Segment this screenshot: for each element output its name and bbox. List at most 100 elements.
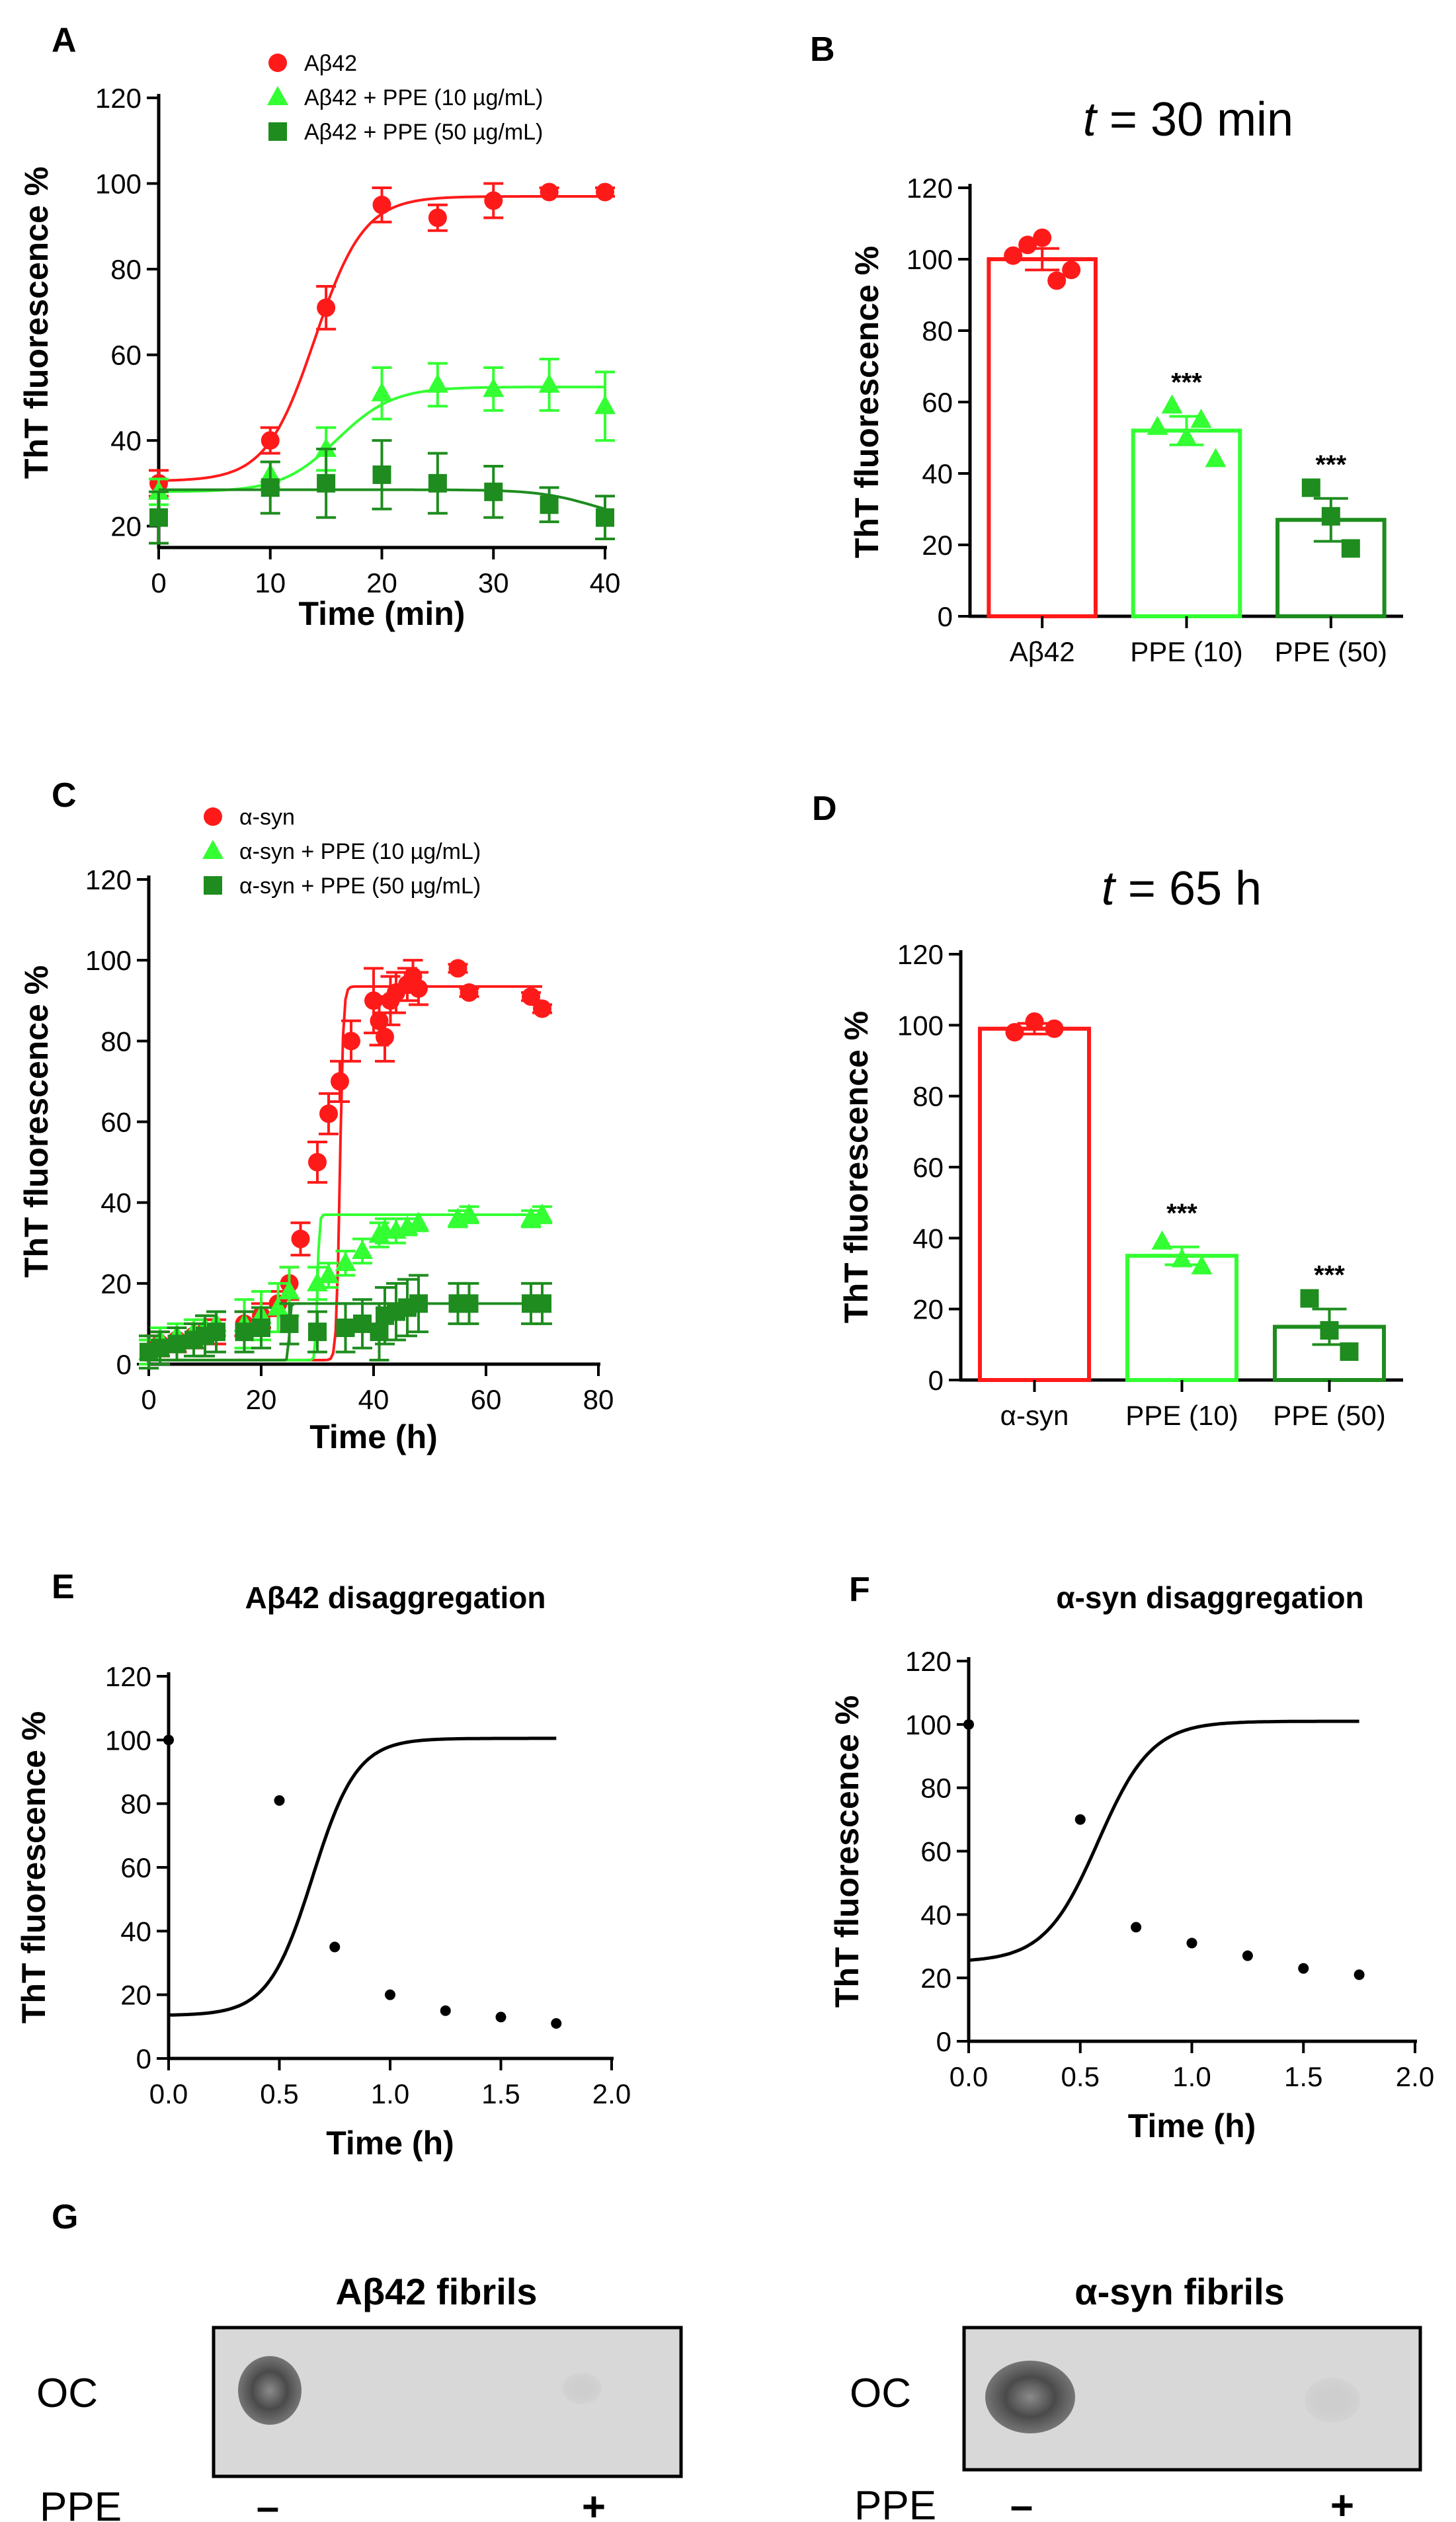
panel-c-x-tick-label: 80 (583, 1384, 614, 1415)
panel-b-y-axis-label: ThT fluorescence % (848, 246, 885, 558)
panel-a-data-point (483, 378, 505, 397)
panel-b-category-label: PPE (10) (1130, 636, 1242, 667)
panel-f-y-tick-label: 60 (920, 1836, 951, 1867)
panel-b-replicate-point (1301, 478, 1320, 497)
panel-b-replicate-point (1062, 261, 1081, 280)
panel-b-y-tick-label: 0 (938, 601, 953, 632)
panel-c-data-point (252, 1319, 270, 1338)
panel-c-legend-marker (202, 840, 223, 859)
panel-a-data-point (315, 438, 337, 458)
panel-c-label: C (52, 776, 77, 815)
panel-g-label: G (52, 2198, 78, 2236)
panel-a-data-point (317, 473, 336, 493)
panel-e-data-point (385, 1989, 395, 2000)
panel-f-y-tick-label: 40 (920, 1899, 951, 1930)
panel-a-data-point (594, 395, 616, 415)
panel-c-data-point (336, 1319, 355, 1338)
panel-b-y-tick-label: 20 (922, 530, 953, 561)
panel-e-x-tick-label: 0.5 (260, 2078, 298, 2109)
panel-g-dot-blots: G Aβ42 fibrils OC PPE – + α-syn fibrils … (36, 2198, 1422, 2522)
panel-d-category-label: α-syn (1000, 1400, 1069, 1431)
panel-a-data-point (261, 431, 280, 450)
panel-c-data-point (308, 1153, 327, 1172)
panel-a-data-point (484, 191, 503, 210)
panel-d-title: t = 65 h (1102, 862, 1262, 915)
panel-b-y-tick-label: 40 (922, 458, 953, 489)
panel-f-y-tick-label: 20 (920, 1963, 951, 1994)
blot-right-row-label: OC (850, 2371, 911, 2416)
panel-d-y-tick-label: 0 (928, 1365, 944, 1396)
panel-a-data-point (149, 508, 168, 527)
panel-c-data-point (532, 1203, 553, 1223)
panel-c-data-point (291, 1229, 310, 1248)
panel-e-y-axis-label: ThT fluorescence % (15, 1711, 52, 2023)
panel-a-y-tick-label: 80 (110, 254, 142, 285)
panel-c-x-tick-label: 20 (246, 1384, 277, 1415)
panel-a-data-point (428, 208, 447, 227)
panel-f-y-tick-label: 100 (905, 1709, 951, 1740)
panel-a-data-point (372, 195, 391, 214)
panel-f-x-tick-label: 2.0 (1396, 2061, 1434, 2092)
panel-b-title: t = 30 min (1083, 93, 1293, 146)
panel-b-replicate-point (1190, 409, 1212, 428)
panel-c-y-axis-label: ThT fluorescence % (18, 965, 55, 1278)
panel-c-data-point (448, 959, 467, 978)
panel-e-data-point (440, 2005, 451, 2016)
panel-c-data-point (342, 1032, 360, 1051)
panel-a-chart: A 20 40 60 80 100 120 0 10 20 30 40 Time (min) ThT fl… (18, 21, 620, 632)
panel-d-chart: Dt = 65 h 0 20 40 60 80 100 120 ThT fluorescence… (812, 790, 1403, 1431)
panel-e-data-point (274, 1795, 285, 1806)
panel-b-replicate-point (1018, 235, 1037, 255)
panel-d-replicate-point (1151, 1230, 1173, 1250)
panel-e-y-tick-label: 40 (120, 1916, 151, 1947)
panel-a-data-point (428, 473, 447, 493)
blot-right-ppe-label: PPE (854, 2483, 936, 2522)
panel-c-data-point (280, 1314, 299, 1333)
panel-c-y-tick-label: 0 (116, 1349, 132, 1380)
panel-c-data-point (335, 1252, 356, 1272)
panel-f-title: α-syn disaggregation (1056, 1580, 1363, 1615)
panel-c-data-point (460, 1294, 479, 1313)
blot-left-minus: – (257, 2484, 279, 2522)
panel-d-replicate-point (1191, 1255, 1213, 1275)
blot-right-minus: – (1010, 2483, 1033, 2522)
panel-b-category-label: Aβ42 (1010, 636, 1075, 667)
panel-f-label: F (849, 1570, 870, 1609)
panel-a-data-point (261, 478, 280, 497)
blot-left-spot-plus (562, 2373, 602, 2404)
panel-f-data-point (1131, 1922, 1142, 1933)
panel-e-y-tick-label: 80 (120, 1789, 151, 1820)
panel-c-data-point (408, 1211, 429, 1231)
panel-d-bar (977, 1026, 1092, 1382)
panel-f-y-tick-label: 120 (905, 1646, 951, 1677)
panel-b-replicate-point (1033, 228, 1052, 247)
panel-c-data-point (267, 1296, 289, 1316)
panel-e-title: Aβ42 disaggregation (245, 1580, 546, 1615)
panel-d-title-rest: = 65 h (1115, 862, 1262, 915)
panel-e-x-tick-label: 0.0 (149, 2078, 188, 2109)
panel-a-data-point (538, 373, 560, 393)
panel-a-data-point (372, 465, 391, 484)
panel-d-replicate-point (1320, 1321, 1339, 1340)
panel-d-category-label: PPE (50) (1273, 1400, 1385, 1431)
panel-f-x-tick-label: 0.0 (950, 2061, 988, 2092)
panel-b-replicate-point (1047, 271, 1067, 290)
panel-a-legend-label: Aβ42 (304, 51, 357, 76)
panel-e-data-point (329, 1941, 341, 1953)
panel-d-significance: *** (1166, 1199, 1197, 1228)
panel-a-y-tick-label: 20 (110, 511, 142, 542)
panel-f-data-point (963, 1719, 974, 1730)
panel-d-replicate-point (1025, 1012, 1044, 1031)
panel-a-legend-label: Aβ42 + PPE (50 µg/mL) (304, 120, 543, 145)
panel-c-y-tick-label: 60 (101, 1107, 132, 1138)
panel-a-y-tick-label: 60 (110, 340, 142, 371)
blot-right-title: α-syn fibrils (1074, 2271, 1285, 2312)
panel-a-data-point (371, 382, 393, 401)
panel-f-x-tick-label: 1.0 (1172, 2061, 1211, 2092)
panel-d-replicate-point (1045, 1019, 1064, 1038)
blot-right-spot-plus (1305, 2378, 1360, 2423)
panel-e-x-axis-label: Time (h) (326, 2125, 454, 2162)
panel-a-x-tick-label: 0 (151, 567, 166, 598)
panel-f-data-point (1298, 1963, 1309, 1974)
